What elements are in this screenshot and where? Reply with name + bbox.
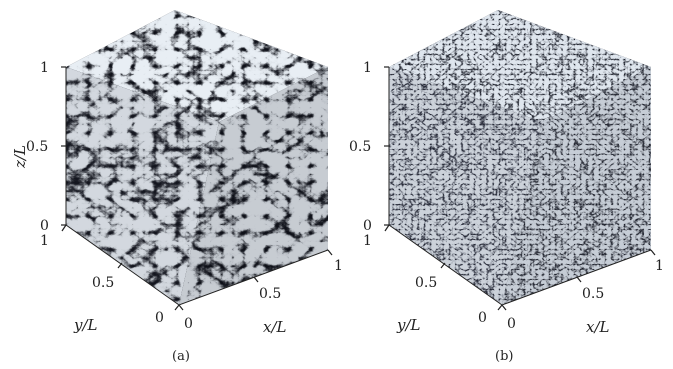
z-tick-0-b: 0 bbox=[363, 218, 372, 234]
x-tick-0-b: 0 bbox=[507, 316, 516, 332]
x-tick-05-b: 0.5 bbox=[582, 286, 604, 302]
z-tick-05-a: 0.5 bbox=[26, 139, 48, 155]
y-tick-05-b: 0.5 bbox=[415, 275, 437, 291]
x-tick-1-b: 1 bbox=[655, 258, 664, 274]
x-tick-0-a: 0 bbox=[184, 316, 193, 332]
x-tick-1-a: 1 bbox=[334, 258, 343, 274]
y-tick-05-a: 0.5 bbox=[92, 275, 114, 291]
caption-b: (b) bbox=[495, 349, 513, 364]
y-axis-label-a: y/L bbox=[73, 316, 98, 334]
z-tick-0-a: 0 bbox=[40, 218, 49, 234]
z-tick-05-b: 0.5 bbox=[349, 139, 371, 155]
x-tick-05-a: 0.5 bbox=[259, 286, 281, 302]
z-axis-label-a: z/L bbox=[11, 145, 29, 169]
y-tick-0-b: 0 bbox=[478, 310, 487, 326]
y-tick-1-a: 1 bbox=[40, 233, 49, 249]
y-axis-label-b: y/L bbox=[396, 316, 421, 334]
panel-a: 1 0.5 0 z/L 1 0.5 0 y/L 0 0.5 1 x/L (a) bbox=[11, 10, 343, 364]
caption-a: (a) bbox=[172, 349, 190, 364]
z-tick-1-b: 1 bbox=[363, 60, 372, 76]
y-tick-0-a: 0 bbox=[155, 310, 164, 326]
panel-b: 1 0.5 0 1 0.5 0 y/L 0 0.5 1 x/L (b) bbox=[349, 10, 664, 364]
x-axis-label-b: x/L bbox=[586, 318, 610, 336]
x-axis-label-a: x/L bbox=[263, 318, 287, 336]
y-tick-1-b: 1 bbox=[363, 233, 372, 249]
z-tick-1-a: 1 bbox=[40, 60, 49, 76]
